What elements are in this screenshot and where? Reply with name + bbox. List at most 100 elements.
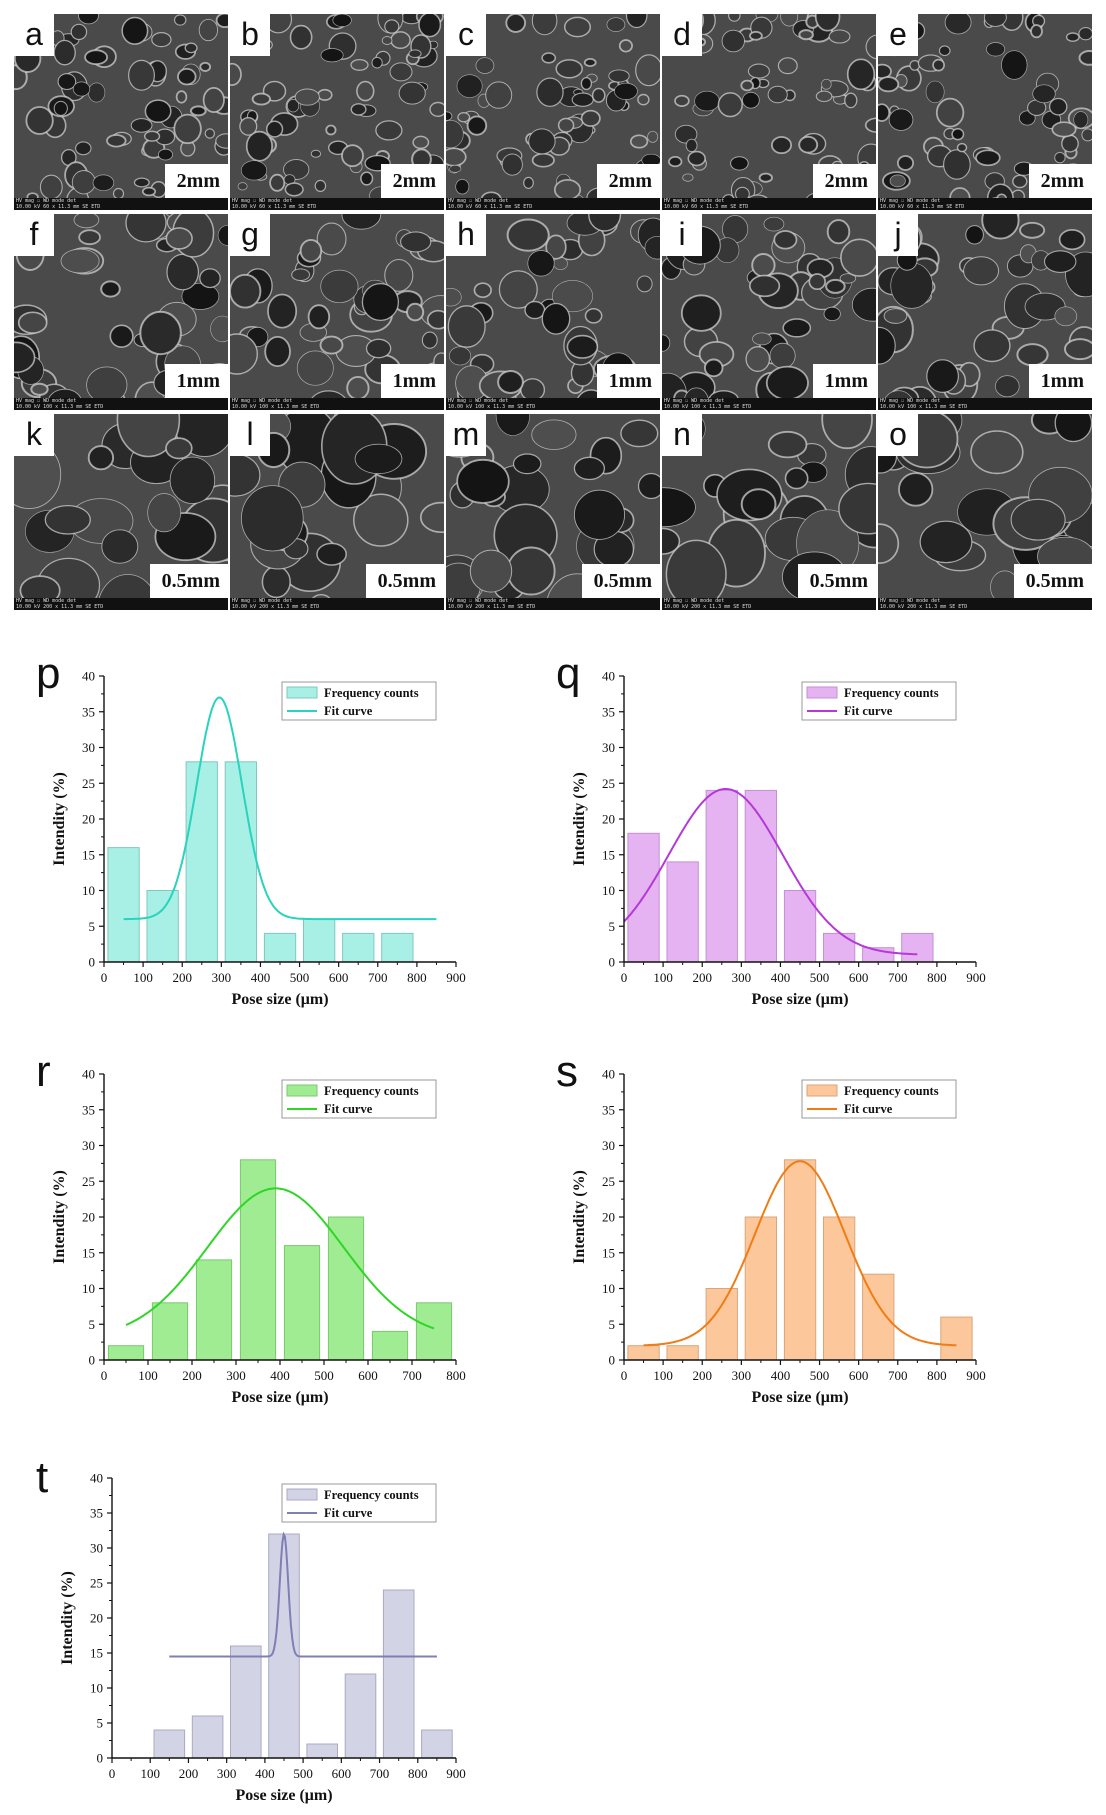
legend-line-label: Fit curve xyxy=(844,1102,893,1116)
x-tick-label: 900 xyxy=(966,1368,986,1383)
x-tick-label: 200 xyxy=(172,970,192,985)
scale-bar-label: 1mm xyxy=(596,364,660,398)
x-tick-label: 200 xyxy=(692,970,712,985)
sem-image-l: l 0.5mm HV mag ☐ WD mode det 10.00 kV 200 x… xyxy=(230,414,444,610)
histogram-chart-s: 0 100 200 300 400 500 600 700 800 900 0 5 10 15 20 25 30… xyxy=(571,1067,986,1407)
legend-bar-swatch xyxy=(806,686,838,699)
scale-bar-label: 1mm xyxy=(380,364,444,398)
histogram-bar xyxy=(327,1216,365,1361)
sem-info-values: 10.00 kV 100 x 11.3 mm SE ETD xyxy=(232,404,320,410)
sem-panel-label: h xyxy=(446,214,486,256)
sem-image-g: g 1mm HV mag ☐ WD mode det 10.00 kV 100 x 1… xyxy=(230,214,444,410)
sem-info-bar: HV mag ☐ WD mode det 10.00 kV 60 x 11.3 m… xyxy=(662,198,876,210)
x-tick-label: 400 xyxy=(771,1368,791,1383)
x-tick-label: 800 xyxy=(446,1368,466,1383)
histogram-bar xyxy=(705,789,738,963)
y-tick-label: 15 xyxy=(90,1646,103,1661)
x-tick-label: 500 xyxy=(290,970,310,985)
x-tick-label: 300 xyxy=(226,1368,246,1383)
sem-micrograph-texture xyxy=(14,14,228,210)
chart-panel-s: s 0 100 200 300 400 500 600 700 800 900 0 5 10 15 20 25… xyxy=(520,1038,1040,1428)
x-axis-title: Pose size (μm) xyxy=(751,1389,848,1406)
sem-panel-label: n xyxy=(662,414,702,456)
y-tick-label: 15 xyxy=(82,1245,95,1260)
x-tick-label: 200 xyxy=(179,1766,199,1781)
sem-panel-label: g xyxy=(230,214,270,256)
histogram-bar xyxy=(381,932,414,963)
sem-info-header: HV mag ☐ WD mode det xyxy=(16,598,77,604)
y-tick-label: 10 xyxy=(82,883,95,898)
x-tick-label: 800 xyxy=(927,970,947,985)
y-tick-label: 0 xyxy=(89,955,96,970)
y-tick-label: 30 xyxy=(90,1541,103,1556)
legend-box xyxy=(281,1079,437,1119)
sem-image-i: i 1mm HV mag ☐ WD mode det 10.00 kV 100 x 1… xyxy=(662,214,876,410)
sem-info-values: 10.00 kV 60 x 11.3 mm SE ETD xyxy=(448,204,533,210)
histogram-bar xyxy=(268,1533,300,1759)
sem-info-values: 10.00 kV 60 x 11.3 mm SE ETD xyxy=(232,204,317,210)
x-tick-label: 400 xyxy=(771,970,791,985)
histogram-bar xyxy=(823,932,856,963)
x-tick-label: 300 xyxy=(217,1766,237,1781)
y-axis-title: Intendity (%) xyxy=(571,772,588,866)
sem-info-header: HV mag ☐ WD mode det xyxy=(880,398,941,404)
x-tick-label: 700 xyxy=(888,970,908,985)
histogram-bar xyxy=(783,890,817,963)
x-axis-title: Pose size (μm) xyxy=(231,1389,328,1406)
sem-info-values: 10.00 kV 100 x 11.3 mm SE ETD xyxy=(664,404,752,410)
legend-bar-label: Frequency counts xyxy=(844,686,939,700)
y-tick-label: 20 xyxy=(90,1611,103,1626)
sem-info-values: 10.00 kV 200 x 11.3 mm SE ETD xyxy=(16,604,104,610)
legend-line-label: Fit curve xyxy=(844,704,893,718)
x-axis-title: Pose size (μm) xyxy=(751,991,848,1008)
sem-info-values: 10.00 kV 200 x 11.3 mm SE ETD xyxy=(232,604,320,610)
legend-bar-label: Frequency counts xyxy=(844,1084,939,1098)
histogram-bar xyxy=(744,789,777,963)
sem-panel-label: k xyxy=(14,414,54,456)
x-tick-label: 0 xyxy=(621,1368,628,1383)
x-tick-label: 500 xyxy=(293,1766,313,1781)
scale-bar-label: 0.5mm xyxy=(365,564,444,598)
y-tick-label: 30 xyxy=(602,740,615,755)
histogram-bar xyxy=(153,1729,186,1759)
sem-info-bar: HV mag ☐ WD mode det 10.00 kV 200 x 11.3 … xyxy=(878,598,1092,610)
y-tick-label: 30 xyxy=(82,740,95,755)
sem-image-n: n 0.5mm HV mag ☐ WD mode det 10.00 kV 200 x… xyxy=(662,414,876,610)
sem-info-header: HV mag ☐ WD mode det xyxy=(448,198,509,204)
histogram-bar xyxy=(421,1729,453,1759)
y-tick-label: 5 xyxy=(89,919,96,934)
panel-label-t: t xyxy=(36,1453,49,1502)
x-tick-label: 400 xyxy=(270,1368,290,1383)
legend-box xyxy=(801,681,957,721)
y-tick-label: 30 xyxy=(82,1138,95,1153)
histogram-bar xyxy=(823,1216,856,1361)
y-tick-label: 15 xyxy=(602,847,615,862)
sem-info-values: 10.00 kV 200 x 11.3 mm SE ETD xyxy=(448,604,536,610)
x-tick-label: 300 xyxy=(212,970,232,985)
x-tick-label: 300 xyxy=(732,1368,752,1383)
y-tick-label: 40 xyxy=(82,1067,95,1082)
histogram-bar xyxy=(627,1345,660,1361)
panel-label-s: s xyxy=(556,1047,578,1096)
legend-bar-label: Frequency counts xyxy=(324,1084,419,1098)
x-tick-label: 500 xyxy=(314,1368,334,1383)
histogram-bar xyxy=(224,761,257,963)
x-tick-label: 200 xyxy=(182,1368,202,1383)
y-tick-label: 35 xyxy=(602,1102,615,1117)
histogram-bar xyxy=(107,1345,145,1361)
x-tick-label: 600 xyxy=(849,970,869,985)
sem-image-j: j 1mm HV mag ☐ WD mode det 10.00 kV 100 x 1… xyxy=(878,214,1092,410)
sem-info-header: HV mag ☐ WD mode det xyxy=(232,598,293,604)
histogram-bar xyxy=(151,1302,189,1361)
scale-bar-label: 2mm xyxy=(380,164,444,198)
sem-info-header: HV mag ☐ WD mode det xyxy=(664,198,725,204)
sem-info-values: 10.00 kV 200 x 11.3 mm SE ETD xyxy=(664,604,752,610)
sem-panel-label: m xyxy=(446,414,486,456)
fit-curve-line xyxy=(169,1531,437,1658)
x-tick-label: 700 xyxy=(368,970,388,985)
y-tick-label: 20 xyxy=(82,812,95,827)
sem-info-header: HV mag ☐ WD mode det xyxy=(448,398,509,404)
histogram-bar xyxy=(306,1743,338,1759)
legend-line-label: Fit curve xyxy=(324,1102,373,1116)
histogram-bar xyxy=(195,1259,233,1361)
